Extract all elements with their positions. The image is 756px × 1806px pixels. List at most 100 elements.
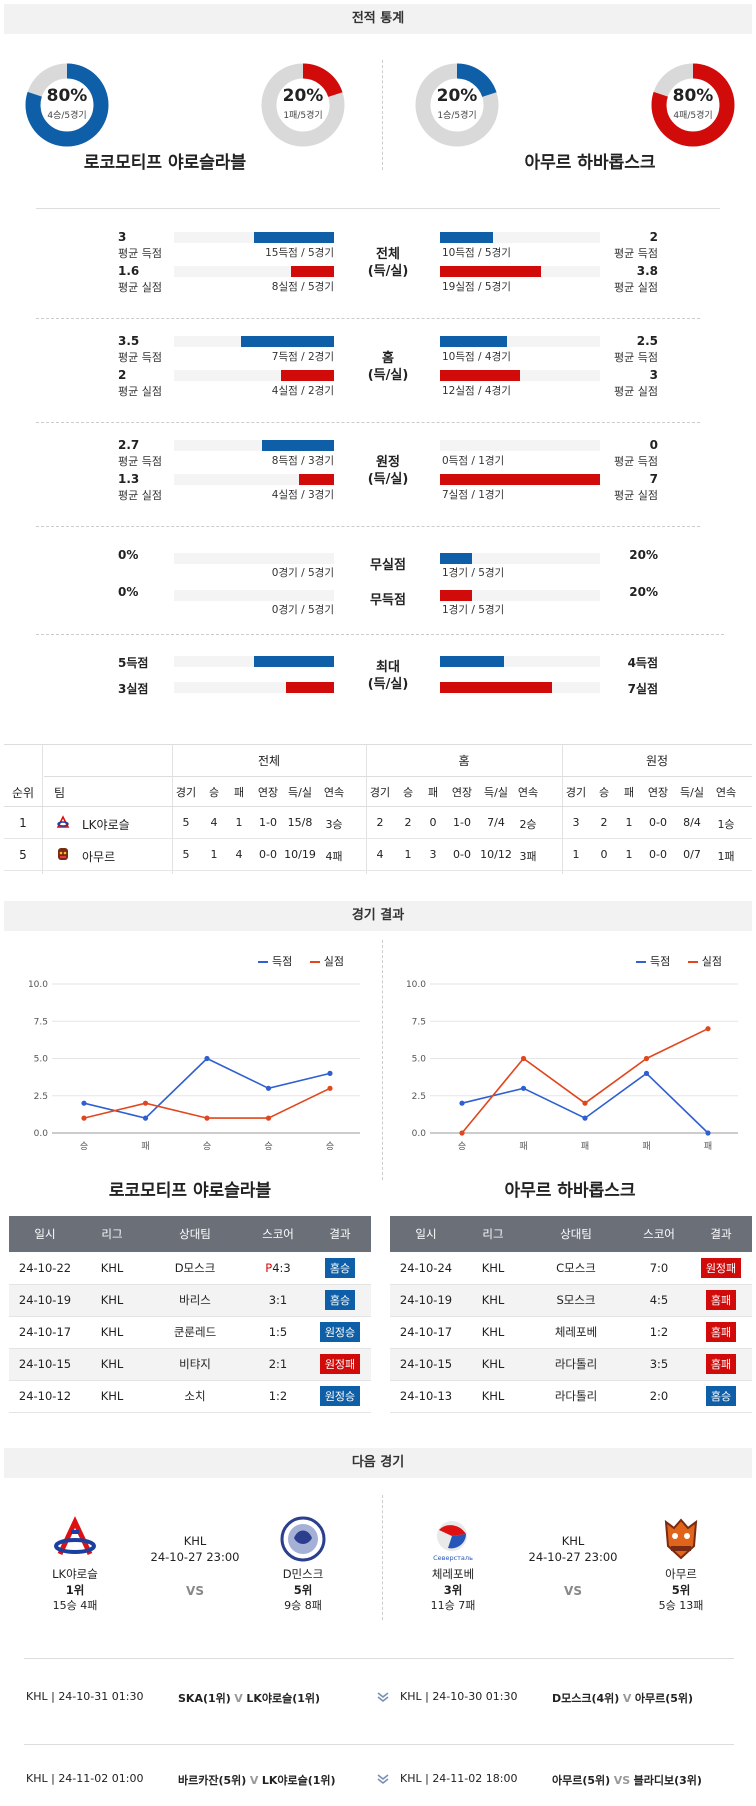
ranking-cell: 15/8 — [287, 816, 313, 829]
result-league: KHL — [481, 1325, 505, 1339]
result-league: KHL — [481, 1357, 505, 1371]
chart-x-tick: 승 — [458, 1141, 466, 1152]
ranking-cell: 2 — [600, 816, 608, 829]
donut-chart: 20% 1패/5경기 — [260, 62, 346, 148]
result-score-value: 3:1 — [268, 1293, 288, 1307]
result-opponent: S모스크 — [556, 1293, 596, 1307]
result-league: KHL — [100, 1293, 124, 1307]
stat-group-label: 전체 — [376, 247, 400, 262]
ranking-sub-header: 득/실 — [484, 786, 508, 799]
result-outcome: 원정패 — [309, 1348, 371, 1380]
bar-track — [440, 336, 600, 347]
next-league: KHL — [183, 1534, 207, 1548]
result-opponent: 소치 — [184, 1389, 206, 1403]
result-league: KHL — [100, 1389, 124, 1403]
result-date: 24-10-24 — [399, 1260, 453, 1275]
stat-right-value: 3.8 — [636, 264, 658, 278]
result-outcome: 홈승 — [309, 1252, 371, 1284]
next-home-name: 체레포베 — [431, 1567, 475, 1581]
bar-track — [174, 474, 334, 485]
ranking-cell: 8/4 — [683, 816, 701, 829]
ranking-sub-header: 승 — [598, 786, 610, 799]
next-home-rank: 1위 — [65, 1583, 85, 1597]
result-badge: 원정승 — [319, 1322, 361, 1342]
ranking-rank: 1 — [19, 816, 27, 830]
divider — [24, 1744, 734, 1745]
legend-scored: 득점 — [272, 955, 293, 968]
stat-left-desc: 평균 실점 — [118, 489, 162, 502]
chart-y-tick: 7.5 — [34, 1017, 48, 1027]
chart-legend: 득점 실점 — [636, 953, 722, 969]
donut-fill — [651, 63, 735, 147]
chart-point — [582, 1115, 588, 1121]
ranking-cell: 3승 — [325, 818, 343, 831]
legend-scored-swatch — [636, 961, 646, 963]
stat-right-bar — [440, 474, 600, 485]
stat-right-bar — [440, 553, 472, 564]
bar-track — [440, 590, 600, 601]
ranking-sub-header: 패 — [427, 786, 439, 799]
result-outcome: 홈패 — [690, 1316, 752, 1348]
stat-left-value: 3 — [118, 230, 127, 244]
result-score: P4:3 — [247, 1252, 309, 1284]
ranking-sub-header: 승 — [402, 786, 414, 799]
ranking-sub-header: 경기 — [369, 786, 391, 799]
ranking-cell: 1승 — [717, 818, 735, 831]
stat-right-bar — [440, 370, 520, 381]
next-away-rank: 5위 — [671, 1583, 691, 1597]
upcoming-match: 아무르(5위) VS 블라디보(3위) — [552, 1772, 702, 1788]
ranking-sub-header: 연장 — [257, 786, 279, 799]
team-logo-icon — [52, 1516, 98, 1565]
upcoming-match: SKA(1위) V LK야로슬(1위) — [178, 1690, 320, 1706]
divider — [382, 60, 383, 170]
result-opponent: D모스크 — [174, 1260, 216, 1275]
result-score: 3:5 — [628, 1348, 690, 1380]
result-opponent: 라다톨리 — [554, 1357, 598, 1371]
team-logo-icon: Северсталь — [430, 1516, 476, 1565]
ranking-cell: 4 — [210, 816, 218, 829]
result-row: 24-10-24 KHL C모스크 7:0 원정패 — [390, 1252, 752, 1284]
result-opponent: 쿤룬레드 — [173, 1325, 217, 1339]
stat-left-detail: 0경기 / 5경기 — [271, 604, 334, 616]
ranking-cell: 3 — [429, 848, 437, 861]
ranking-cell: 0 — [429, 816, 437, 829]
team-logo-icon — [658, 1516, 704, 1565]
ranking-sub-header: 연장 — [647, 786, 669, 799]
ranking-cell: 4 — [376, 848, 384, 861]
chevron-down-icon[interactable] — [376, 1691, 390, 1706]
result-league: KHL — [481, 1389, 505, 1403]
result-league: KHL — [100, 1325, 124, 1339]
chart-point — [705, 1026, 711, 1032]
ranking-cell: 3 — [572, 816, 580, 829]
ranking-sub-header: 연속 — [517, 786, 539, 799]
results-header: 결과 — [329, 1227, 351, 1241]
chart-x-tick: 패 — [704, 1141, 712, 1152]
ranking-cell: 0-0 — [649, 848, 667, 861]
result-date: 24-10-19 — [399, 1293, 453, 1307]
ranking-col-team: 팀 — [54, 786, 66, 800]
result-badge: 홈패 — [705, 1354, 737, 1374]
next-home-record: 15승 4패 — [52, 1599, 98, 1612]
result-score: 4:5 — [628, 1284, 690, 1316]
donut-sub: 4승/5경기 — [47, 111, 87, 121]
chart-point — [520, 1055, 527, 1062]
stat-right-value: 20% — [629, 548, 658, 562]
result-date: 24-10-15 — [399, 1357, 453, 1371]
result-score-value: 1:5 — [268, 1325, 288, 1339]
team-logo-icon — [56, 847, 70, 861]
chart-point — [265, 1085, 272, 1091]
stat-group-sublabel: (득/실) — [367, 677, 409, 692]
results-header: 일시 — [34, 1227, 56, 1241]
result-opponent: 비탸지 — [179, 1357, 211, 1371]
stat-right-desc: 평균 득점 — [614, 247, 658, 260]
stat-left-desc: 평균 득점 — [118, 455, 162, 468]
ranking-cell: 2 — [376, 816, 384, 829]
legend-conceded: 실점 — [323, 955, 344, 968]
chevron-down-icon[interactable] — [376, 1773, 390, 1788]
next-away-record: 5승 13패 — [658, 1599, 704, 1612]
stat-left-value: 2.7 — [118, 438, 140, 452]
section-header-record: 전적 통계 — [4, 4, 752, 34]
stat-right-bar — [440, 656, 504, 667]
ranking-cell: 1패 — [717, 850, 735, 863]
chart-y-tick: 2.5 — [412, 1092, 426, 1102]
